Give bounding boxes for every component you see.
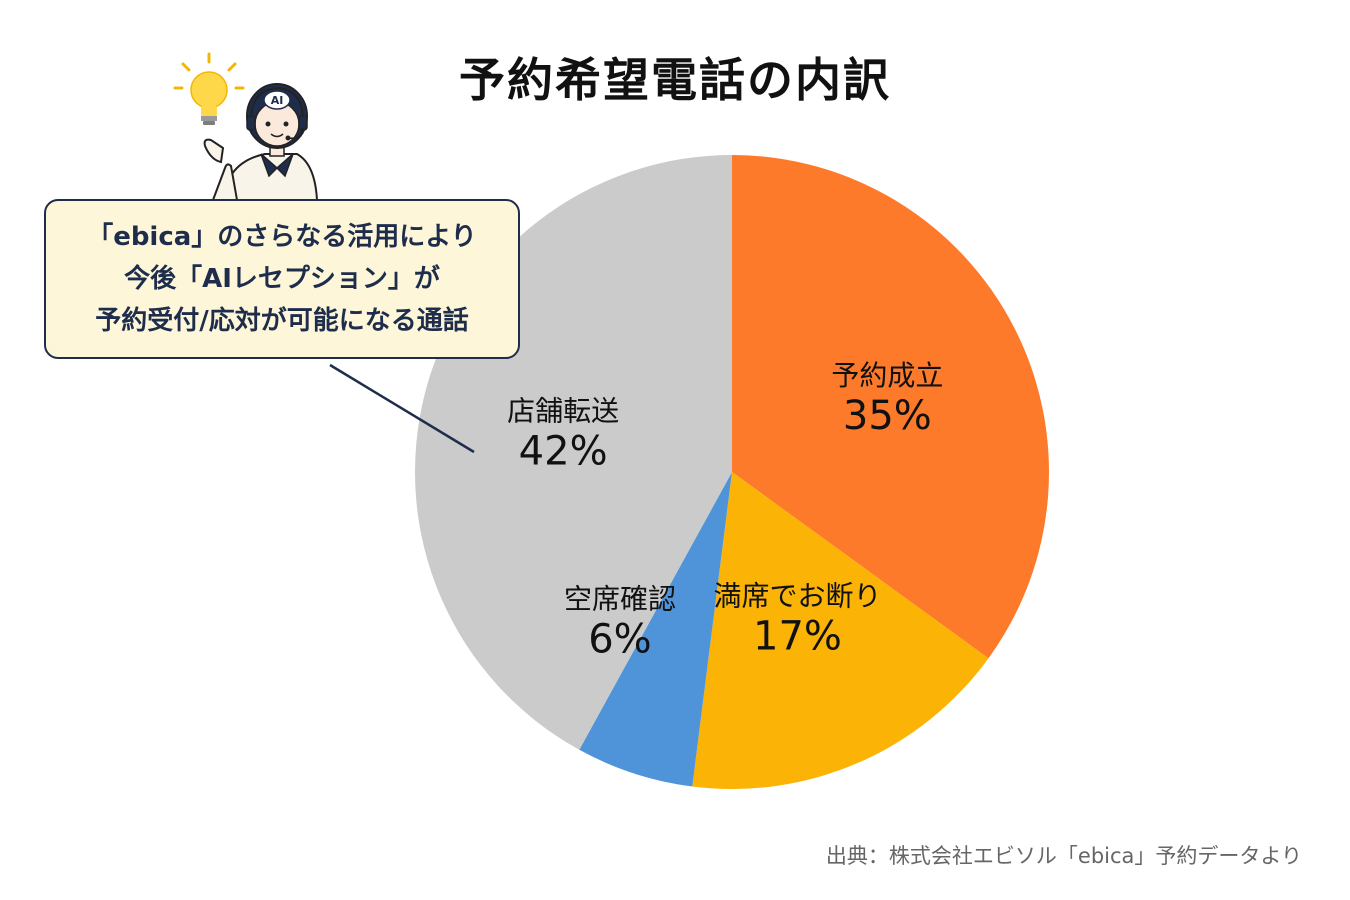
slice-label: 空席確認 [564, 583, 676, 616]
slice-value-label: 42% [519, 429, 608, 475]
callout-line-3: 予約受付/応対が可能になる通話 [95, 306, 469, 336]
ai-operator-illustration: AI [173, 52, 319, 201]
pie-slice [692, 472, 989, 789]
lightbulb-icon [173, 52, 245, 125]
source-note: 出典：株式会社エビソル「ebica」予約データより [825, 844, 1302, 868]
callout-pointer-line [329, 363, 475, 454]
callout-line-2: 今後「AIレセプション」が [124, 264, 440, 294]
slice-label: 店舗転送 [507, 395, 619, 428]
slice-label: 満席でお断り [713, 579, 881, 612]
pie-slice [579, 472, 732, 787]
operator-icon: AI [203, 83, 319, 201]
callout-line-1: 「ebica」のさらなる活用により [87, 222, 477, 252]
pie-slice [732, 155, 1049, 659]
slice-value-label: 6% [588, 617, 651, 663]
chart-title: 予約希望電話の内訳 [459, 53, 891, 107]
callout-box: 「ebica」のさらなる活用により 今後「AIレセプション」が 予約受付/応対が… [44, 199, 520, 359]
ai-badge-text: AI [271, 94, 284, 107]
slice-value-label: 35% [843, 393, 932, 439]
slice-label: 予約成立 [831, 359, 943, 392]
slice-value-label: 17% [753, 613, 842, 659]
pie-slices [414, 155, 1049, 789]
